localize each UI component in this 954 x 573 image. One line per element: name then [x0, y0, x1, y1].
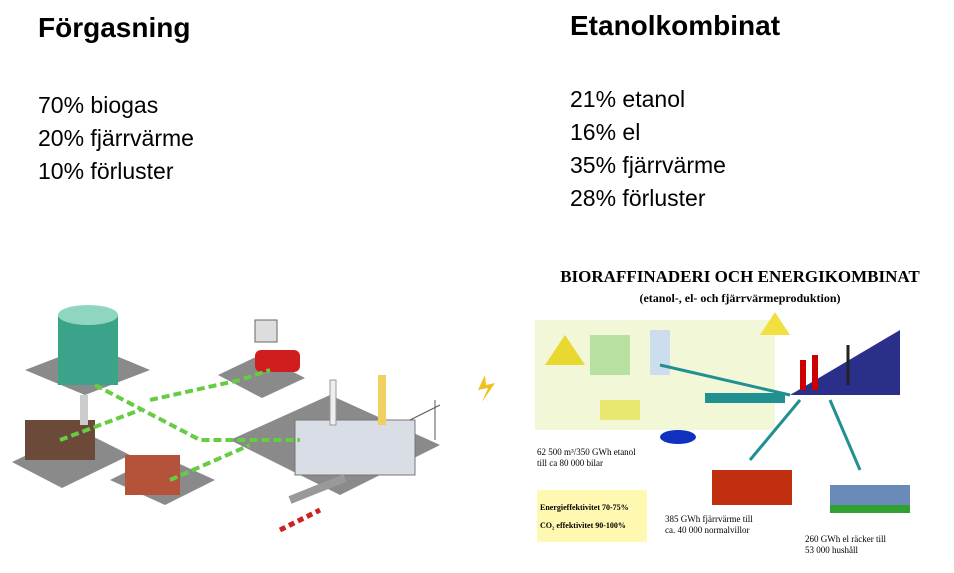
- diagram-subtitle: (etanol-, el- och fjärrvärmeproduktion): [639, 291, 840, 305]
- right-item: 35% fjärrvärme: [570, 152, 726, 178]
- left-item: 10% förluster: [38, 158, 174, 184]
- diagram-label: 385 GWh fjärrvärme till: [665, 514, 753, 524]
- diagram-label: 62 500 m³/350 GWh etanol: [537, 447, 636, 457]
- diagram-label: Energieffektivitet 70-75%: [540, 503, 629, 512]
- diagram-label: CO₂ effektivitet 90-100%: [540, 521, 626, 530]
- right-item: 28% förluster: [570, 185, 706, 211]
- left-title: Förgasning: [38, 12, 191, 43]
- biorefinery-diagram: BIORAFFINADERI OCH ENERGIKOMBINAT (etano…: [535, 267, 920, 555]
- diagram-title: BIORAFFINADERI OCH ENERGIKOMBINAT: [560, 267, 920, 286]
- left-item: 70% biogas: [38, 92, 159, 118]
- diagram-label: till ca 80 000 bilar: [537, 458, 603, 468]
- diagram-label: 53 000 hushåll: [805, 545, 858, 555]
- right-item: 16% el: [570, 119, 641, 145]
- right-item: 21% etanol: [570, 86, 686, 112]
- diagram-label: ca. 40 000 normalvillor: [665, 525, 749, 535]
- left-item: 20% fjärrvärme: [38, 125, 194, 151]
- diagram-label: 260 GWh el räcker till: [805, 534, 886, 544]
- right-title: Etanolkombinat: [570, 10, 781, 41]
- gasification-illustration: [12, 305, 495, 533]
